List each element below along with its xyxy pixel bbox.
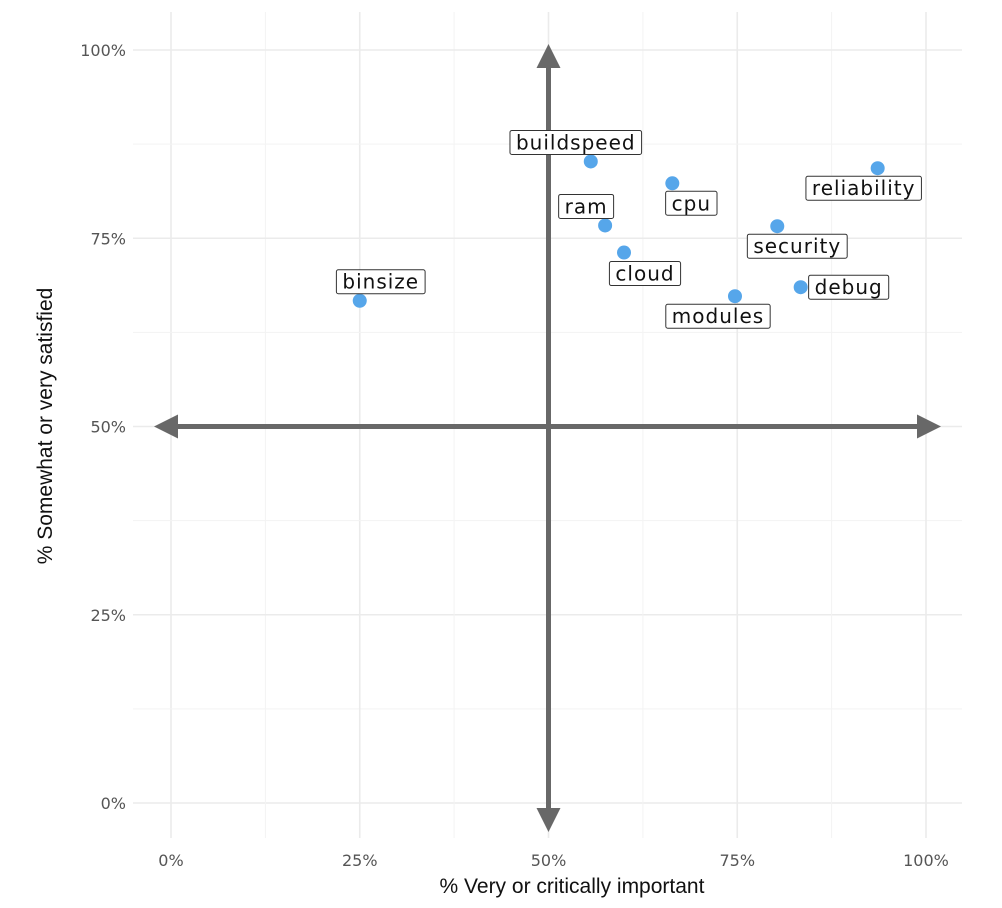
point-label-binsize: binsize	[335, 269, 426, 295]
label-box	[558, 193, 615, 219]
y-tick-label: 100%	[80, 41, 126, 60]
y-axis-title: % Somewhat or very satisfied	[34, 288, 57, 565]
tick-labels: 0% 25% 50% 75% 100% 0% 25% 50% 75% 100%	[80, 41, 949, 870]
point-label-security: security	[746, 233, 848, 259]
label-text: security	[753, 234, 841, 258]
label-box	[608, 261, 682, 287]
point-label-cloud: cloud	[608, 261, 682, 287]
data-point-binsize	[352, 293, 367, 308]
y-tick-label: 50%	[90, 418, 126, 437]
point-label-debug: debug	[808, 274, 890, 300]
right-arrow-icon	[917, 414, 941, 439]
x-tick-label: 25%	[342, 851, 378, 870]
label-box	[665, 190, 718, 216]
down-arrow-icon	[536, 808, 561, 832]
label-box	[335, 269, 426, 295]
label-text: buildspeed	[516, 130, 636, 154]
label-text: reliability	[812, 176, 916, 200]
data-point-reliability	[870, 161, 885, 176]
label-text: cloud	[615, 262, 674, 286]
x-tick-label: 0%	[158, 851, 183, 870]
left-arrow-icon	[154, 414, 178, 439]
point-label-cpu: cpu	[665, 190, 718, 216]
data-point-cloud	[617, 245, 631, 260]
label-text: debug	[815, 275, 883, 299]
label-text: ram	[565, 194, 608, 218]
data-point-buildspeed	[583, 154, 598, 169]
up-arrow-icon	[536, 44, 561, 68]
label-box	[509, 129, 643, 155]
x-axis-title: % Very or critically important	[440, 875, 705, 898]
y-tick-label: 75%	[90, 229, 126, 248]
data-points	[352, 154, 885, 308]
label-text: cpu	[672, 191, 711, 215]
point-labels: binsize buildspeed ram cloud cpu modules secur…	[335, 129, 922, 329]
data-point-modules	[727, 289, 742, 304]
quadrant-axes	[154, 44, 941, 832]
point-label-modules: modules	[665, 303, 771, 329]
x-tick-label: 100%	[903, 851, 949, 870]
label-text: binsize	[342, 270, 419, 294]
point-label-reliability: reliability	[805, 175, 922, 201]
point-label-buildspeed: buildspeed	[509, 129, 643, 155]
data-point-ram	[598, 218, 613, 233]
y-tick-label: 0%	[101, 794, 126, 813]
label-box	[665, 303, 771, 329]
point-label-ram: ram	[558, 193, 615, 219]
y-tick-label: 25%	[90, 606, 126, 625]
label-text: modules	[672, 304, 764, 328]
label-box	[808, 274, 890, 300]
label-box	[805, 175, 922, 201]
data-point-debug	[793, 280, 808, 295]
x-tick-label: 75%	[719, 851, 755, 870]
label-box	[746, 233, 848, 259]
x-tick-label: 50%	[531, 851, 567, 870]
data-point-cpu	[665, 176, 680, 191]
data-point-security	[770, 219, 785, 234]
